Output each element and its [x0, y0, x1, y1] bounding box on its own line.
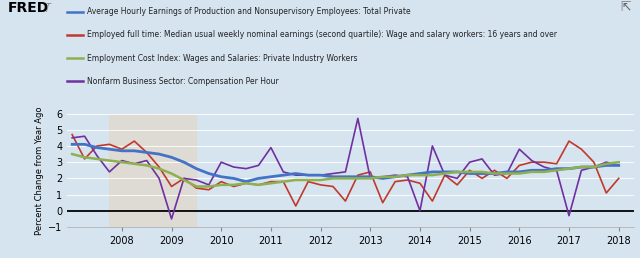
Text: Employed full time: Median usual weekly nominal earnings (second quartile): Wage: Employed full time: Median usual weekly … — [87, 30, 557, 39]
Text: Nonfarm Business Sector: Compensation Per Hour: Nonfarm Business Sector: Compensation Pe… — [87, 77, 279, 86]
Bar — [109, 114, 196, 227]
Text: Employment Cost Index: Wages and Salaries: Private Industry Workers: Employment Cost Index: Wages and Salarie… — [87, 54, 358, 62]
Y-axis label: Percent Change from Year Ago: Percent Change from Year Ago — [35, 106, 44, 235]
Text: Average Hourly Earnings of Production and Nonsupervisory Employees: Total Privat: Average Hourly Earnings of Production an… — [87, 7, 411, 16]
Text: ⇱: ⇱ — [620, 1, 630, 14]
Text: FRED: FRED — [8, 1, 49, 15]
Text: / ̅: / ̅ — [46, 3, 51, 13]
